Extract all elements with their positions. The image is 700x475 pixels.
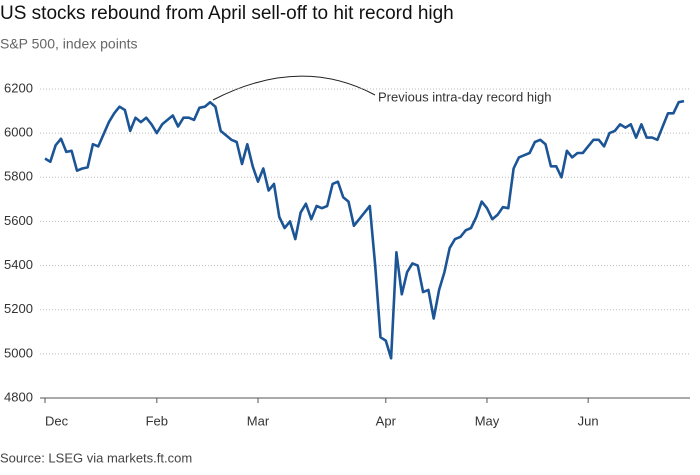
chart-subtitle: S&P 500, index points — [0, 36, 138, 52]
x-tick-label: May — [475, 413, 500, 428]
x-tick-label: Dec — [45, 413, 69, 428]
source: Source: LSEG via markets.ft.com — [0, 450, 192, 465]
y-tick-label: 5400 — [4, 257, 33, 272]
x-tick-label: Jun — [578, 413, 599, 428]
annotation-arc — [212, 75, 376, 101]
chart-title: US stocks rebound from April sell-off to… — [0, 3, 454, 24]
y-tick-label: 5600 — [4, 213, 33, 228]
x-tick-label: Feb — [146, 413, 168, 428]
line-series — [44, 99, 685, 360]
y-tick-label: 5000 — [4, 345, 33, 360]
y-tick-label: 5800 — [4, 169, 33, 184]
y-tick-label: 4800 — [4, 389, 33, 404]
y-tick-label: 6000 — [4, 125, 33, 140]
annotation: Previous intra-day record high — [378, 89, 551, 104]
y-tick-label: 6200 — [4, 80, 33, 95]
x-tick-label: Mar — [247, 413, 270, 428]
x-tick-label: Apr — [376, 413, 397, 428]
y-tick-label: 5200 — [4, 301, 33, 316]
